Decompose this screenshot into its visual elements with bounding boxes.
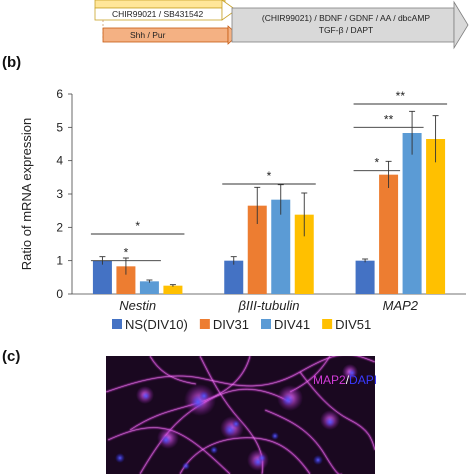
- timeline-label-chir-sb: CHIR99021 / SB431542: [112, 9, 203, 19]
- map2-label: MAP2: [313, 373, 346, 387]
- micrograph-image: [106, 356, 375, 474]
- dapi-label: DAPI: [349, 373, 377, 387]
- bar: [294, 214, 314, 294]
- bar: [116, 266, 136, 294]
- dapi-nucleus: [199, 391, 209, 401]
- y-tick-label: 0: [56, 287, 63, 301]
- legend-swatch: [112, 319, 122, 329]
- legend-swatch: [322, 319, 333, 329]
- bars: [92, 133, 446, 294]
- yellow-bar-top: [94, 0, 226, 9]
- dapi-nucleus: [210, 446, 218, 454]
- category-label: MAP2: [383, 298, 419, 313]
- gray-arrow-head: [453, 0, 469, 50]
- bar: [247, 205, 267, 294]
- bar: [402, 133, 422, 294]
- dapi-nucleus: [161, 435, 171, 445]
- neurite-highlight: [149, 356, 197, 385]
- legend: NS(DIV10) DIV31 DIV41 DIV51: [112, 317, 371, 332]
- neurite-highlight: [106, 356, 375, 393]
- y-tick-label: 5: [56, 120, 63, 134]
- panel-c-letter: (c): [2, 348, 20, 365]
- significance-brackets: ********: [90, 89, 448, 262]
- dapi-nucleus: [224, 424, 236, 436]
- bar: [139, 281, 159, 294]
- label-separator: /: [346, 373, 350, 387]
- bar: [426, 139, 446, 294]
- bar: [163, 285, 183, 294]
- bar: [355, 260, 375, 294]
- legend-swatch: [199, 319, 210, 329]
- y-tick-label: 3: [56, 187, 63, 201]
- dapi-nucleus: [348, 369, 356, 377]
- dapi-nucleus: [142, 392, 150, 400]
- significance-label: *: [374, 156, 379, 170]
- dapi-nucleus: [282, 394, 294, 406]
- dapi-nucleus: [115, 453, 125, 463]
- timeline-label-shh-pur: Shh / Pur: [130, 30, 166, 40]
- panel-b-letter: (b): [2, 54, 21, 71]
- timeline-label-line1: (CHIR99021) / BDNF / GDNF / AA / dbcAMP: [262, 13, 430, 23]
- bar: [92, 260, 112, 294]
- chir-sb-arrow-head: [221, 0, 237, 21]
- category-label: βIII-tubulin: [238, 298, 300, 313]
- neurite-highlight: [299, 371, 375, 451]
- y-tick-label: 2: [56, 220, 63, 234]
- significance-label: **: [396, 89, 406, 103]
- dapi-nucleus: [232, 420, 240, 428]
- y-axis: 0 1 2 3 4 5 6: [56, 87, 466, 301]
- legend-label: DIV41: [274, 317, 310, 332]
- dapi-nucleus: [313, 455, 323, 465]
- dapi-nucleus: [271, 432, 279, 440]
- bar: [379, 174, 399, 294]
- y-tick-label: 4: [56, 154, 63, 168]
- shh-pur-box: [102, 27, 229, 43]
- significance-label: *: [135, 219, 140, 233]
- neurite-highlight: [264, 409, 342, 474]
- dapi-nucleus: [325, 417, 335, 427]
- significance-label: *: [124, 246, 129, 260]
- significance-label: *: [267, 169, 272, 183]
- legend-swatch: [261, 319, 271, 329]
- legend-label: DIV51: [335, 317, 371, 332]
- dapi-nucleus: [182, 462, 190, 470]
- category-labels: Nestin βIII-tubulin MAP2: [119, 298, 419, 313]
- neurite-highlight: [179, 437, 311, 474]
- y-axis-label: Ratio of mRNA expression: [19, 118, 34, 270]
- bar: [271, 199, 291, 294]
- timeline-label-line2: TGF-β / DAPT: [319, 25, 373, 35]
- micrograph-label: MAP2/DAPI: [313, 373, 377, 387]
- dapi-nucleus: [258, 454, 266, 462]
- bar: [224, 260, 244, 294]
- legend-label: DIV31: [213, 317, 249, 332]
- micrograph: MAP2/DAPI: [106, 356, 377, 474]
- significance-label: **: [384, 112, 394, 126]
- y-tick-label: 6: [56, 87, 63, 101]
- y-tick-label: 1: [56, 254, 63, 268]
- legend-label: NS(DIV10): [125, 317, 188, 332]
- panel-a-timeline: CHIR99021 / SB431542 Shh / Pur (CHIR9902…: [94, 0, 469, 50]
- category-label: Nestin: [119, 298, 156, 313]
